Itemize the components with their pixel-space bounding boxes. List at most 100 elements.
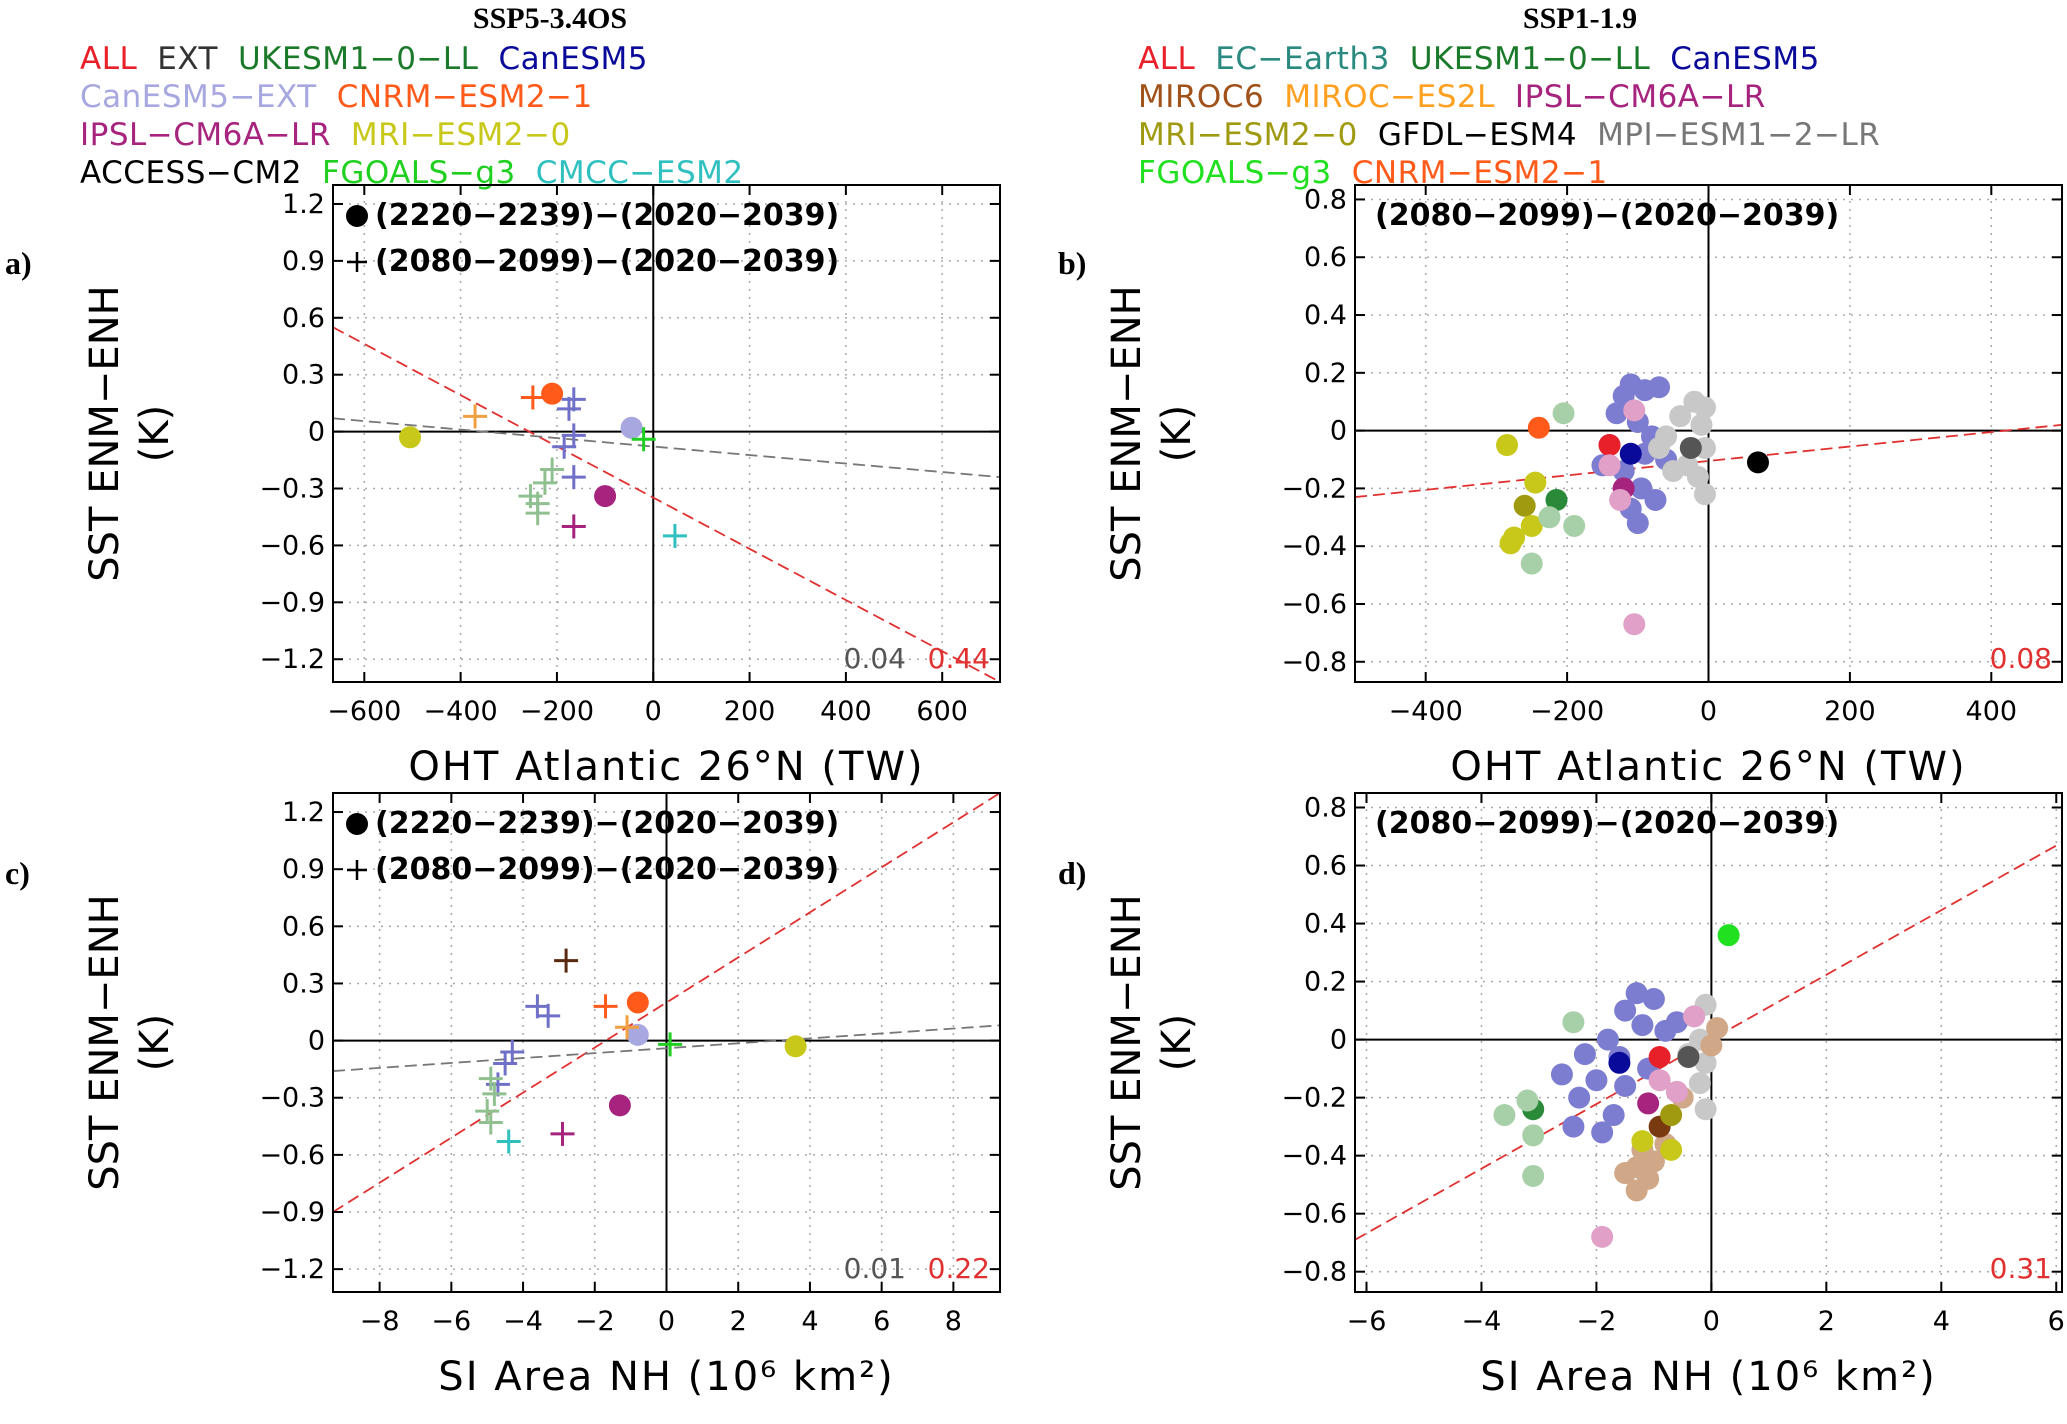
y-tick-label: 0.9 (282, 854, 325, 885)
data-point (1660, 1104, 1683, 1127)
x-tick-label: −200 (520, 696, 594, 727)
panel-label-b: b) (1058, 245, 1087, 281)
data-point (1614, 1075, 1637, 1098)
data-point (399, 426, 422, 449)
data-point-plus (561, 423, 586, 448)
data-point (1619, 442, 1642, 465)
y-tick-label: 0.9 (282, 246, 325, 277)
legend-entry: GFDL−ESM4 (1377, 117, 1578, 153)
y-tick-label: 0.4 (1304, 300, 1347, 331)
data-point-plus (615, 1015, 640, 1040)
correlation-value: 0.22 (928, 1252, 990, 1285)
data-point (1527, 416, 1550, 439)
x-tick-label: −4 (503, 1306, 543, 1337)
legend-period-label: (2220−2239)−(2020−2039) (375, 806, 839, 841)
data-point-plus (525, 501, 550, 526)
x-tick-label: 6 (2048, 1306, 2065, 1337)
data-point-plus (552, 434, 577, 459)
x-axis-label: SI Area NH (10⁶ km²) (1480, 1354, 1936, 1400)
regression-line (1355, 423, 2062, 498)
x-tick-label: 400 (820, 696, 872, 727)
data-point (1520, 552, 1543, 575)
x-tick-label: −400 (1389, 696, 1463, 727)
y-tick-label: −1.2 (259, 1254, 325, 1285)
data-point (1642, 987, 1665, 1010)
x-tick-label: 200 (724, 696, 776, 727)
legend-entry: EXT (157, 41, 218, 77)
data-point (1563, 514, 1586, 537)
y-tick-label: −0.6 (1281, 1199, 1347, 1230)
data-point (1706, 1016, 1729, 1039)
plot-d: −6 −4 −2 0 2 4 6 0.8 0.6 0.4 0.2 0 −0.2 −0.4 −0.6 −0.8 S… (1104, 792, 2065, 1400)
column-title-ssp534os: SSP5-3.4OS (472, 2, 628, 35)
data-point (1665, 1080, 1688, 1103)
panel-label-d: d) (1058, 855, 1087, 891)
x-axis-label: OHT Atlantic 26°N (TW) (408, 744, 924, 790)
legend-entry: IPSL−CM6A−LR (80, 117, 331, 153)
data-point (1552, 402, 1575, 425)
y-tick-label: 0.2 (1304, 358, 1347, 389)
regression-line (333, 793, 1000, 1213)
y-tick-label: −0.6 (259, 530, 325, 561)
data-point (1623, 399, 1646, 422)
y-tick-label: −0.2 (1281, 1083, 1347, 1114)
data-point (1700, 1034, 1723, 1057)
y-tick-label: −0.4 (1281, 1141, 1347, 1172)
y-tick-label: −0.8 (1281, 647, 1347, 678)
data-point-plus (463, 404, 488, 429)
data-point (1694, 1051, 1717, 1074)
x-tick-label: 6 (873, 1306, 890, 1337)
legend-period-label: (2080−2099)−(2020−2039) (1375, 198, 1839, 233)
data-point (1573, 1043, 1596, 1066)
data-point (1686, 465, 1709, 488)
x-axis-label: SI Area NH (10⁶ km²) (438, 1354, 894, 1400)
data-point-plus (478, 1066, 503, 1091)
data-point (1585, 1069, 1608, 1092)
legend-entry: CanESM5 (498, 41, 648, 77)
y-tick-label: −0.2 (1281, 473, 1347, 504)
y-tick-label: −0.6 (1281, 589, 1347, 620)
data-point (1614, 1162, 1637, 1185)
data-point (1660, 1138, 1683, 1161)
legend-row: MRI−ESM2−0 GFDL−ESM4 MPI−ESM1−2−LR (1138, 116, 1900, 154)
data-point (1591, 1225, 1614, 1248)
data-point-plus (532, 470, 557, 495)
x-tick-label: −400 (424, 696, 498, 727)
legend-entry: MIROC−ES2L (1284, 79, 1495, 115)
y-tick-label: 0.2 (1304, 967, 1347, 998)
y-tick-label: −0.9 (259, 587, 325, 618)
plot-a: −600 −400 −200 0 200 400 600 1.2 0.9 0.6 0.3 0 −0.3 −… (82, 184, 1001, 790)
legend-period-label: (2080−2099)−(2020−2039) (375, 244, 839, 279)
x-tick-label: −2 (1577, 1306, 1617, 1337)
y-tick-label: −0.9 (259, 1197, 325, 1228)
data-point (1693, 483, 1716, 506)
data-point-plus (561, 514, 586, 539)
legend-entry: ALL (1138, 41, 1196, 77)
x-tick-label: 8 (945, 1306, 962, 1337)
y-axis-label: SST ENM−ENH (1104, 894, 1150, 1190)
x-tick-label: 4 (801, 1306, 818, 1337)
x-tick-label: 600 (916, 696, 968, 727)
data-point-plus (482, 1081, 507, 1106)
x-tick-label: −2 (575, 1306, 615, 1337)
data-point (1562, 1011, 1585, 1034)
correlation-value: 0.01 (844, 1252, 906, 1285)
data-point (1605, 402, 1628, 425)
legend-entry: IPSL−CM6A−LR (1514, 79, 1766, 115)
data-point (1662, 460, 1685, 483)
legend-entry: UKESM1−0−LL (1409, 41, 1651, 77)
data-point (1631, 1130, 1654, 1153)
data-point (1545, 488, 1568, 511)
data-point-plus (496, 1129, 521, 1154)
data-point (1677, 1046, 1700, 1069)
data-point (1625, 982, 1648, 1005)
data-point-plus (662, 523, 687, 548)
legend-circle-icon (346, 813, 368, 835)
legend-entry: MPI−ESM1−2−LR (1597, 117, 1881, 153)
data-point (1513, 494, 1536, 517)
y-tick-label: 0.6 (1304, 851, 1347, 882)
legend-entry: UKESM1−0−LL (237, 41, 479, 77)
plot-frame (1354, 792, 2063, 1293)
data-point (1538, 506, 1561, 529)
data-point (1524, 471, 1547, 494)
